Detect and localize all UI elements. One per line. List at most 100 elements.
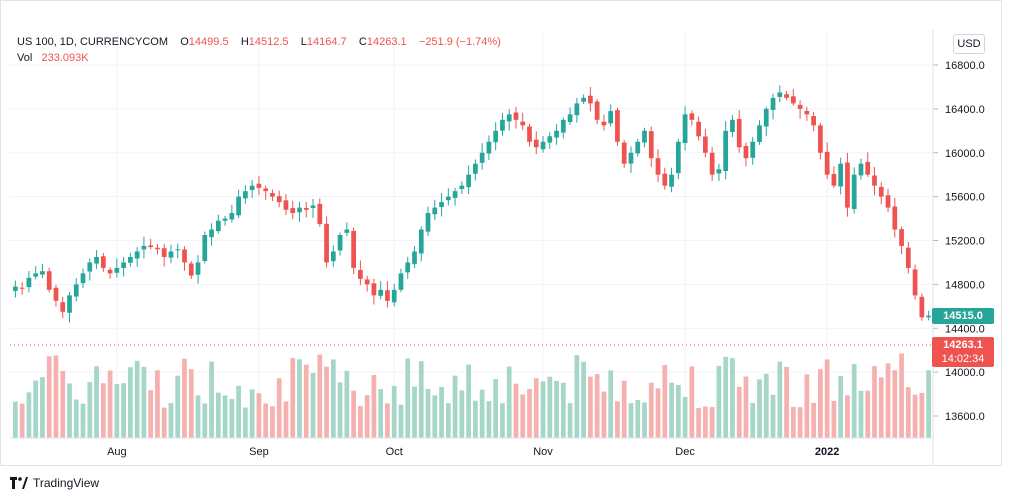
currency-button[interactable]: USD	[953, 34, 985, 54]
candle-body	[540, 141, 546, 150]
candle-body	[574, 103, 580, 116]
candle-body	[615, 110, 620, 142]
volume-bar	[53, 355, 59, 438]
volume-bar	[161, 407, 167, 438]
volume-bar	[40, 377, 45, 438]
candle-body	[439, 202, 444, 208]
candle-body	[784, 94, 789, 98]
volume-bar	[466, 364, 471, 438]
candle-body	[689, 113, 695, 120]
candle-body	[845, 162, 850, 208]
volume-bar	[770, 394, 776, 438]
legend-volume: Vol 233.093K	[17, 52, 89, 64]
candle-body	[351, 230, 356, 268]
candle-body	[635, 141, 641, 154]
volume-bar	[500, 403, 505, 438]
volume-bar	[324, 366, 329, 438]
candle-body	[547, 136, 553, 143]
legend-vol: 233.093K	[41, 52, 89, 64]
volume-bar	[351, 390, 356, 438]
volume-bar	[439, 386, 444, 438]
candle-body	[743, 145, 749, 159]
volume-bar	[256, 393, 262, 438]
candle-body	[865, 161, 871, 175]
volume-bars	[13, 353, 931, 438]
volume-bar	[696, 407, 701, 438]
volume-bar	[391, 385, 397, 438]
volume-bar	[486, 401, 492, 438]
candle-body	[797, 104, 803, 109]
legend-change: −251.9 (−1.74%)	[418, 36, 501, 48]
y-tick-label: 14000.0	[945, 367, 985, 379]
last-close-label: 14263.1	[943, 339, 983, 351]
candle-body	[926, 315, 931, 318]
volume-bar	[743, 376, 749, 438]
candle-body	[736, 119, 742, 148]
candle-body	[594, 101, 600, 120]
candle-body	[87, 262, 93, 272]
volume-bar	[168, 403, 174, 438]
volume-bar	[445, 403, 451, 438]
volume-bar	[73, 399, 79, 438]
candle-body	[40, 271, 45, 275]
candle-body	[459, 185, 465, 190]
volume-bar	[919, 392, 925, 438]
volume-bar	[26, 392, 32, 438]
legend-high: 14512.5	[248, 36, 289, 48]
candle-body	[513, 112, 519, 120]
candle-body	[290, 208, 296, 214]
candle-body	[723, 130, 729, 172]
x-tick-label: Dec	[675, 446, 695, 458]
x-tick-label: Oct	[386, 446, 403, 458]
volume-bar	[412, 386, 417, 438]
volume-bar	[100, 383, 106, 438]
volume-bar	[60, 371, 66, 438]
volume-bar	[824, 359, 830, 438]
volume-bar	[594, 374, 600, 438]
candle-body	[13, 286, 18, 291]
candle-body	[310, 205, 316, 208]
legend-ohlc: US 100, 1D, CURRENCYCOM O14499.5 H14512.…	[17, 36, 501, 48]
candle-body	[236, 196, 241, 216]
volume-bar	[107, 370, 113, 438]
volume-bar	[459, 390, 465, 438]
candle-body	[628, 152, 634, 164]
volume-bar	[635, 399, 641, 438]
countdown-label: 14:02:34	[941, 353, 985, 365]
volume-bar	[270, 406, 275, 438]
candle-body	[601, 121, 607, 126]
candle-body	[858, 163, 864, 176]
volume-bar	[736, 386, 742, 438]
volume-bar	[418, 361, 424, 438]
volume-bar	[838, 375, 844, 438]
volume-bar	[364, 395, 370, 438]
candle-body	[608, 111, 614, 124]
candle-body	[452, 191, 458, 198]
candle-body	[297, 207, 302, 213]
volume-bar	[790, 407, 796, 438]
footer[interactable]: TradingView	[10, 476, 99, 490]
volume-bar	[506, 366, 512, 438]
volume-bar	[912, 394, 918, 438]
volume-bar	[818, 369, 823, 438]
volume-bar	[121, 383, 126, 438]
candle-body	[303, 207, 309, 210]
volume-bar	[148, 390, 154, 438]
candle-body	[655, 158, 661, 175]
volume-bar	[19, 403, 25, 438]
y-tick-label: 14400.0	[945, 323, 985, 335]
volume-bar	[222, 395, 228, 438]
legend-close: 14263.1	[366, 36, 407, 48]
volume-bar	[662, 365, 668, 438]
volume-bar	[290, 358, 296, 438]
candle-body	[46, 271, 52, 290]
candle-body	[696, 121, 701, 137]
volume-bar	[175, 375, 181, 438]
candle-body	[892, 206, 898, 230]
candle-body	[378, 289, 384, 296]
candle-body	[425, 213, 431, 232]
candle-body	[831, 173, 837, 186]
volume-bar	[527, 388, 532, 438]
candle-body	[851, 174, 857, 210]
